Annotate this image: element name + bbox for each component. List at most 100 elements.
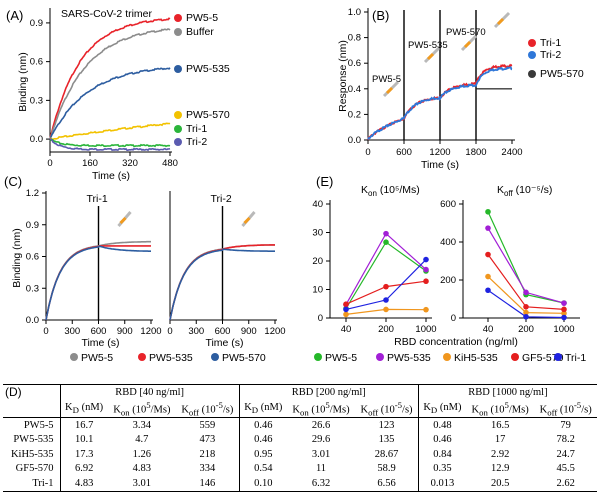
panel-e-koff-ytick-label: 400 <box>440 237 456 248</box>
panel-e-koff-point <box>561 314 567 321</box>
panel-e-legend-label: GF5-570 <box>522 352 564 364</box>
panel-a-legend-marker <box>174 125 182 133</box>
group-header-40: RBD [40 ng/ml] <box>59 384 240 400</box>
panel-a-legend-label: Buffer <box>186 26 214 38</box>
table-cell: 0.46 <box>417 432 466 448</box>
panel-a-xtick-label: 480 <box>162 158 178 169</box>
panel-e-kon-ytick-label: 30 <box>312 228 323 239</box>
panel-a-ylabel: Binding (nm) <box>17 52 29 112</box>
table-cell: 3.01 <box>107 476 177 492</box>
panel-b-legend-label: Tri-1 <box>540 37 561 49</box>
table-panel-label: (D) <box>3 384 61 400</box>
table-cell: 146 <box>176 476 240 492</box>
panel-e-koff-xtick-label: 1000 <box>553 324 574 335</box>
syringe-fill-icon <box>426 52 435 61</box>
panel-b-ytick-label: 0.2 <box>348 109 361 120</box>
panel-e-kon-point <box>343 301 349 308</box>
panel-b-legend-marker <box>528 51 536 59</box>
panel-a-legend-label: Tri-2 <box>186 136 207 148</box>
table-cell: 58.9 <box>377 463 396 475</box>
panel-a-series-pw5-5 <box>49 17 171 140</box>
panel-c-xtick-label: 0 <box>167 326 172 337</box>
table-cell: 135 <box>378 434 395 446</box>
table-cell: 29.6 <box>311 434 331 446</box>
table-cell: 6.32 <box>286 476 356 492</box>
panel-e-label: (E) <box>316 174 333 189</box>
syringe-fill-icon <box>243 216 251 225</box>
panel-c-ytick-label: 0.0 <box>26 315 39 326</box>
panel-c-ytick-label: 1.2 <box>26 188 39 199</box>
panel-a-legend-marker <box>174 111 182 119</box>
table-cell: 559 <box>199 419 216 431</box>
panel-e-kon-point <box>383 297 389 303</box>
table-cell: 4.83 <box>132 463 152 475</box>
table-cell: 2.62 <box>534 476 597 492</box>
panel-b-series-tri-2 <box>367 66 513 140</box>
panel-c-legend-label: PW5-535 <box>149 352 193 364</box>
table-cell: 26.6 <box>311 419 331 431</box>
panel-e-kon-xtick-label: 1000 <box>415 324 436 335</box>
table-cell: 4.83 <box>59 476 108 492</box>
panel-c-legend-marker <box>70 353 78 361</box>
row-name: PW5-535 <box>13 434 54 446</box>
panel-b-legend-marker <box>528 39 536 47</box>
table-cell: 45.5 <box>556 463 575 475</box>
panel-c-xtick-label: 600 <box>215 326 231 337</box>
panel-e-koff-point <box>485 225 491 231</box>
table-cell: 123 <box>378 419 395 431</box>
panel-e-kon-point <box>343 311 349 318</box>
group-header-1000: RBD [1000 ng/ml] <box>417 384 597 400</box>
panel-e-koff-title: Koff (10⁻⁵/s) <box>497 184 552 198</box>
panel-b-ytick-label: 0.0 <box>348 135 361 146</box>
panel-a-legend-marker <box>174 14 182 22</box>
panel-c-xtick-label: 300 <box>64 326 80 337</box>
panel-e-legend-marker <box>443 353 451 361</box>
panel-c-xlabel: Time (s) <box>81 337 119 349</box>
panel-e-legend-marker <box>554 353 562 361</box>
table-cell: 17.3 <box>59 447 108 462</box>
panel-e-legend-label: PW5-5 <box>325 352 357 364</box>
panel-e-koff-point <box>523 304 529 310</box>
syringe-fill-icon <box>119 216 127 225</box>
panel-c-series-pw5-570 <box>45 245 151 321</box>
table-cell: 11 <box>315 463 327 475</box>
panel-c-xtick-label: 0 <box>43 326 48 337</box>
panel-a-xtick-label: 160 <box>82 158 98 169</box>
panel-e-legend-label: Tri-1 <box>565 352 586 364</box>
panel-e-koff-point <box>485 273 491 280</box>
panel-c-legend-label: PW5-570 <box>222 352 266 364</box>
panel-a-legend-marker <box>174 138 182 146</box>
panel-e-kon-point <box>383 239 389 245</box>
table-cell: 0.35 <box>417 461 466 477</box>
panel-e-kon-xtick-label: 40 <box>341 324 352 335</box>
panel-c-series-pw5-570 <box>169 248 275 321</box>
panel-e-kon-xtick-label: 200 <box>378 324 394 335</box>
column-header-row: KD (nM) Kon (105/Ms) Koff (10-5/s) KD (nM)… <box>3 399 597 419</box>
panel-a-ytick-label: 0.3 <box>30 95 43 106</box>
table-cell: 218 <box>199 448 216 460</box>
table-cell: 78.2 <box>556 434 575 446</box>
panel-c-ylabel: Binding (nm) <box>11 228 23 288</box>
table-cell: 334 <box>199 463 216 475</box>
table-cell: 10.1 <box>59 432 108 448</box>
panel-a-legend-label: PW5-570 <box>186 109 230 121</box>
group-header-200: RBD [200 ng/ml] <box>238 384 419 400</box>
panel-b-ytick-label: 0.4 <box>348 84 361 95</box>
panel-c-ytick-label: 0.6 <box>26 252 39 263</box>
table-cell: 1.26 <box>132 448 152 460</box>
panel-b-ylabel: Response (nm) <box>337 40 349 112</box>
table-cell: 3.01 <box>311 448 331 460</box>
panel-a-legend-label: PW5-535 <box>186 63 230 75</box>
panel-e-legend-label: KiH5-535 <box>454 352 498 364</box>
panel-b-annotation: PW5-570 <box>446 27 486 38</box>
table-cell: 6.92 <box>59 461 108 477</box>
panel-a-series-tri-2 <box>49 137 171 152</box>
panel-e-koff-line-gf5-570 <box>487 254 565 310</box>
syringe-fill-icon <box>463 40 472 49</box>
panel-e-koff-point <box>523 289 529 296</box>
panel-a-legend-marker <box>174 28 182 36</box>
table-cell: 16.5 <box>490 419 510 431</box>
panel-e-kon-ytick-label: 0 <box>318 313 323 324</box>
table-row: PW5-5 16.7 3.34 559 0.46 26.6 123 0.48 16.5 79 <box>3 417 597 433</box>
table-cell: 3.34 <box>132 419 152 431</box>
